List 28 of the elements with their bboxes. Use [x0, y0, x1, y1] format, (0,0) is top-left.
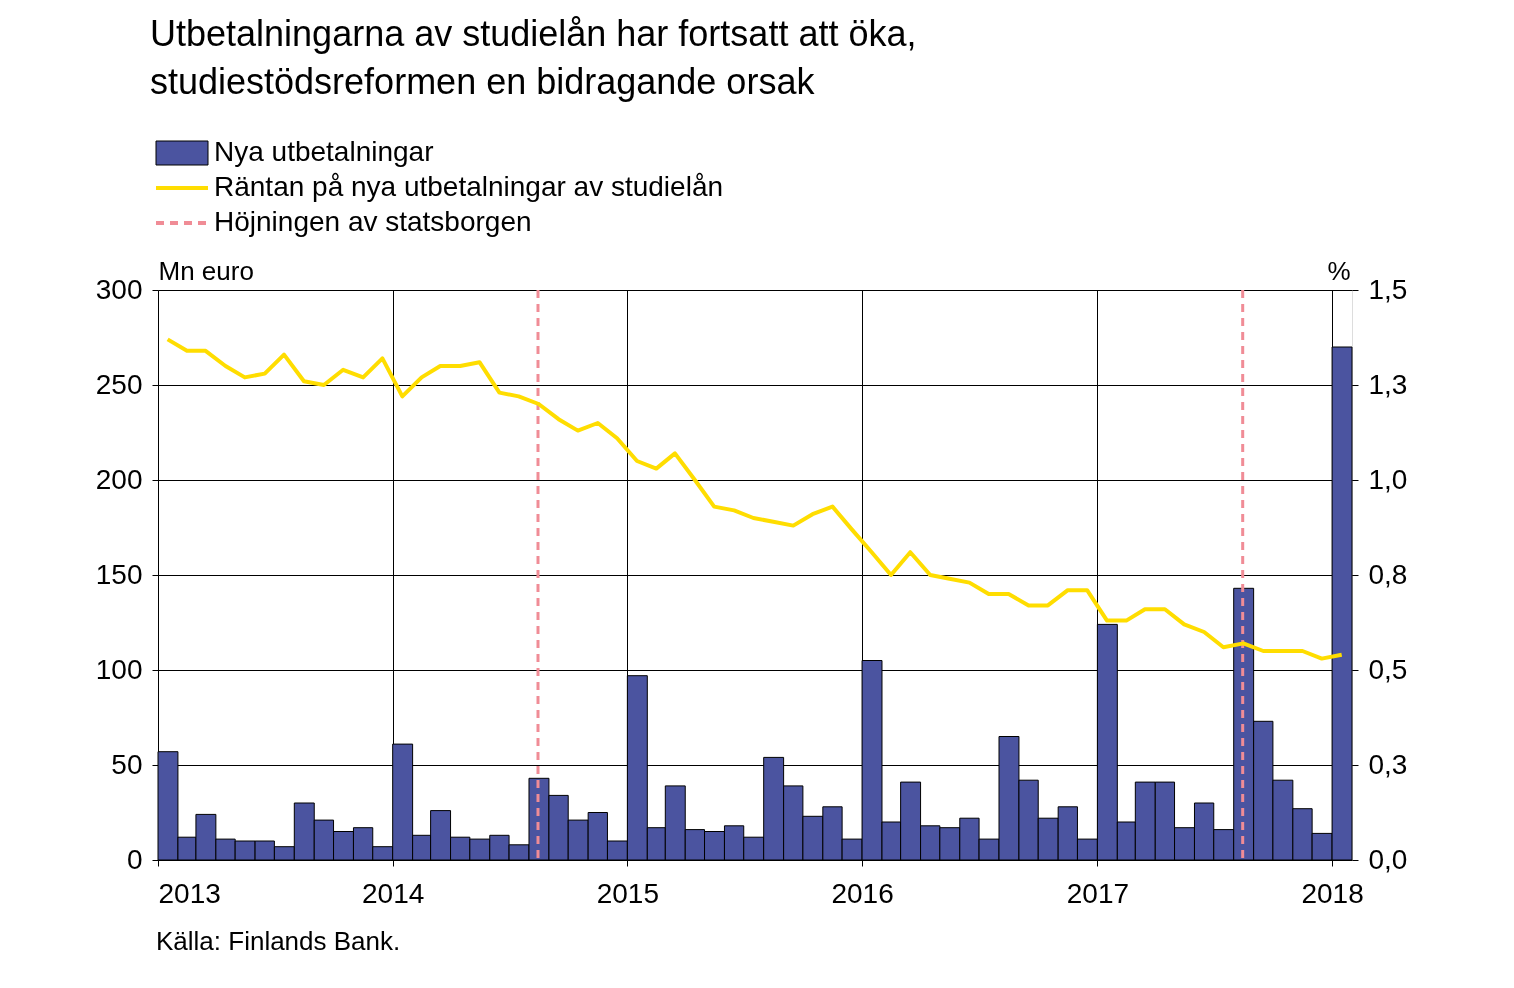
y2-tick-label: 0,5	[1368, 653, 1408, 685]
y-tick-label: 300	[95, 273, 143, 305]
y-tick-label: 100	[95, 653, 143, 685]
y2-tick-label: 1,0	[1368, 463, 1408, 495]
x-tick-label: 2015	[596, 877, 660, 909]
legend-label: Höjningen av statsborgen	[214, 206, 532, 237]
y-tick-label: 150	[95, 558, 143, 590]
y2-tick-label: 0,8	[1368, 558, 1408, 590]
x-tick-label: 2017	[1066, 877, 1130, 909]
text: Källa: Finlands Bank.	[156, 926, 401, 956]
y-tick-label: 250	[95, 368, 143, 400]
legend-label: Räntan på nya utbetalningar av studielån	[214, 171, 724, 202]
x-tick-label: 2018	[1301, 877, 1364, 909]
y2-tick-label: 0,0	[1368, 843, 1408, 875]
y2-tick-label: 1,3	[1368, 368, 1408, 400]
y-tick-label: 50	[111, 748, 143, 780]
y2-axis-title: %	[1327, 255, 1351, 286]
y-tick-label: 200	[95, 463, 143, 495]
legend-label: Nya utbetalningar	[214, 136, 434, 167]
y-tick-label: 0	[126, 843, 143, 875]
y2-tick-label: 0,3	[1368, 748, 1408, 780]
x-tick-label: 2014	[362, 877, 425, 909]
x-tick-label: 2013	[158, 877, 221, 909]
x-tick-label: 2016	[831, 877, 894, 909]
line-series	[165, 337, 1344, 661]
chart-title: Utbetalningarna av studielån har fortsatt att öka, studiestödsreformen en bidragande orsak	[150, 13, 917, 102]
y-axis-title: Mn euro	[158, 255, 254, 286]
y2-tick-label: 1,5	[1368, 273, 1408, 305]
